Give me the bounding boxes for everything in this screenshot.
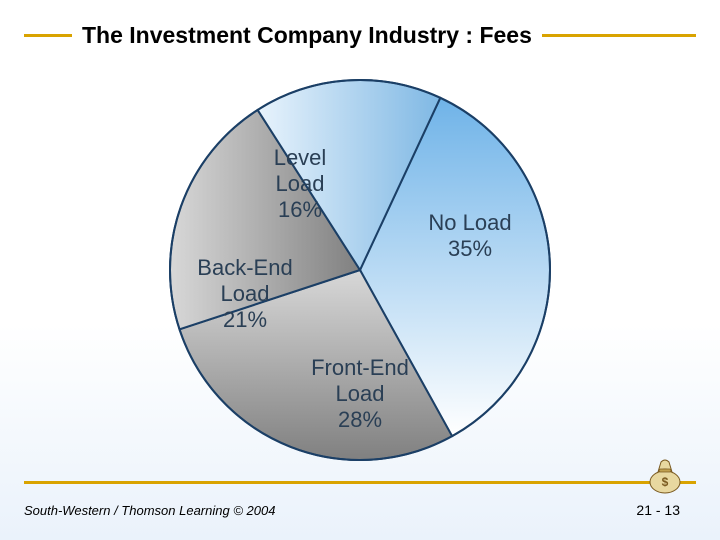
page-title: The Investment Company Industry : Fees: [72, 22, 542, 49]
copyright-text: South-Western / Thomson Learning © 2004: [24, 503, 275, 518]
title-accent-right: [542, 34, 696, 37]
money-bag-icon: $: [642, 448, 688, 494]
pie-svg: No Load35%Front-EndLoad28%Back-EndLoad21…: [150, 60, 570, 480]
title-accent-left: [24, 34, 72, 37]
footer-accent-bar: [24, 481, 696, 484]
pie-chart: No Load35%Front-EndLoad28%Back-EndLoad21…: [150, 60, 570, 480]
svg-text:$: $: [662, 475, 669, 489]
pie-label-level-load: LevelLoad16%: [274, 145, 327, 222]
page-number: 21 - 13: [636, 502, 680, 518]
title-row: The Investment Company Industry : Fees: [0, 0, 720, 49]
